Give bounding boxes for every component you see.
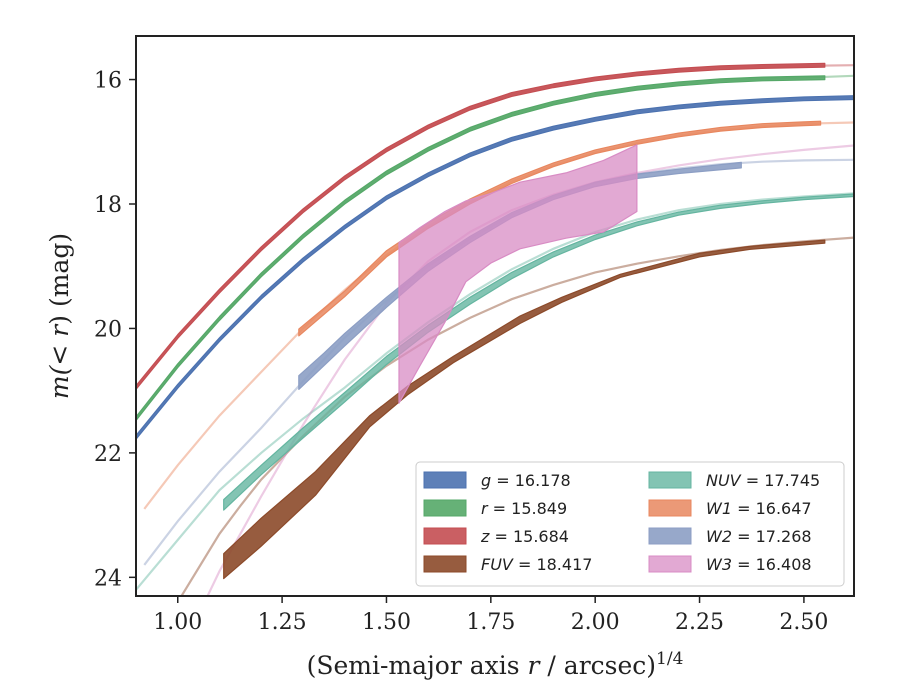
data-band-w3 xyxy=(398,144,638,404)
x-tick-label: 1.00 xyxy=(153,610,202,635)
x-tick-label: 2.00 xyxy=(571,610,620,635)
legend-label-w3: W3 = 16.408 xyxy=(706,555,812,574)
plot-frame xyxy=(135,35,855,597)
data-band-z xyxy=(136,62,826,390)
legend-swatch-w2 xyxy=(648,527,692,545)
x-tick-label: 2.50 xyxy=(779,610,828,635)
legend: g = 16.178 r = 15.849 z = 15.684 FUV = 18.4… xyxy=(415,461,845,587)
data-band-g xyxy=(136,95,854,440)
legend-label-fuv: FUV = 18.417 xyxy=(481,555,592,574)
legend-swatch-nuv xyxy=(648,471,692,489)
y-tick-label: 20 xyxy=(94,317,122,342)
x-tick-label: 1.25 xyxy=(258,610,307,635)
legend-label-g: g = 16.178 xyxy=(481,471,571,490)
legend-swatch-w1 xyxy=(648,499,692,517)
y-tick-label: 16 xyxy=(94,69,122,94)
legend-swatch-r xyxy=(423,499,467,517)
legend-swatch-z xyxy=(423,527,467,545)
legend-label-r: r = 15.849 xyxy=(481,499,567,518)
data-band-r xyxy=(136,75,826,422)
legend-label-w1: W1 = 16.647 xyxy=(706,499,812,518)
legend-label-z: z = 15.684 xyxy=(480,527,569,546)
x-tick-label: 1.75 xyxy=(466,610,515,635)
legend-swatch-fuv xyxy=(423,555,467,573)
y-tick-label: 18 xyxy=(94,193,122,218)
x-tick-label: 2.25 xyxy=(675,610,724,635)
y-tick-label: 22 xyxy=(94,442,122,467)
fit-curve-nuv xyxy=(136,192,854,591)
legend-box xyxy=(415,461,845,587)
x-tick-label: 1.50 xyxy=(362,610,411,635)
legend-label-nuv: NUV = 17.745 xyxy=(706,471,820,490)
y-axis-ticks: 16 18 20 22 24 xyxy=(94,69,136,591)
legend-swatch-w3 xyxy=(648,555,692,573)
x-axis-label: (Semi-major axis r / arcsec)1/4 xyxy=(307,649,684,680)
x-axis-ticks: 1.00 1.25 1.50 1.75 2.00 2.25 2.50 xyxy=(153,596,828,635)
y-tick-label: 24 xyxy=(94,566,122,591)
data-bands xyxy=(136,62,854,580)
y-axis-label: m(< r) (mag) xyxy=(45,233,74,399)
legend-swatch-g xyxy=(423,471,467,489)
legend-label-w2: W2 = 17.268 xyxy=(706,527,812,546)
